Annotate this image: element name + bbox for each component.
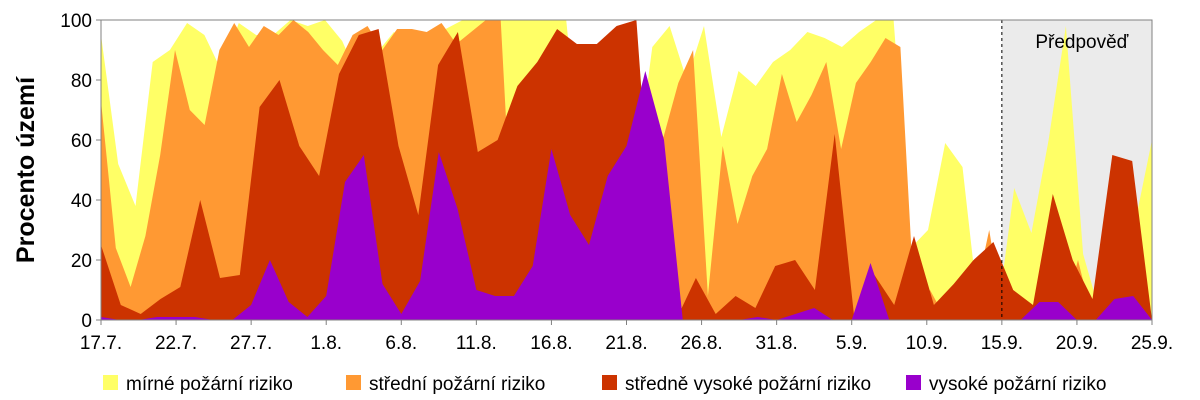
x-tick-label: 16.8. bbox=[530, 333, 572, 354]
y-tick-label: 0 bbox=[81, 311, 92, 332]
x-tick-label: 22.7. bbox=[155, 333, 197, 354]
legend-swatch-1 bbox=[103, 375, 118, 390]
legend: mírné požární riziko střední požární rizi… bbox=[103, 374, 1106, 395]
legend-swatch-3 bbox=[602, 375, 617, 390]
legend-label-4: vysoké požární riziko bbox=[929, 374, 1106, 395]
x-tick-label: 15.9. bbox=[981, 333, 1023, 354]
legend-swatch-2 bbox=[346, 375, 361, 390]
legend-label-3: středně vysoké požární riziko bbox=[625, 374, 871, 395]
y-tick-label: 20 bbox=[71, 251, 92, 272]
x-tick-label: 27.7. bbox=[230, 333, 272, 354]
x-tick-label: 21.8. bbox=[605, 333, 647, 354]
y-axis-title: Procento území bbox=[12, 76, 40, 263]
x-tick-label: 20.9. bbox=[1056, 333, 1098, 354]
legend-swatch-4 bbox=[906, 375, 921, 390]
x-tick-label: 10.9. bbox=[906, 333, 948, 354]
y-tick-label: 60 bbox=[71, 131, 92, 152]
legend-label-1: mírné požární riziko bbox=[126, 374, 293, 395]
x-tick-label: 26.8. bbox=[680, 333, 722, 354]
forecast-label: Předpověď bbox=[1035, 32, 1128, 53]
x-tick-label: 31.8. bbox=[756, 333, 798, 354]
x-tick-label: 6.8. bbox=[385, 333, 417, 354]
y-tick-label: 40 bbox=[71, 191, 92, 212]
x-tick-label: 1.8. bbox=[310, 333, 342, 354]
y-axis: 0 20 40 60 80 100 bbox=[60, 11, 101, 332]
y-tick-label: 100 bbox=[60, 11, 92, 32]
x-tick-label: 5.9. bbox=[836, 333, 868, 354]
x-axis: 17.7. 22.7. 27.7. 1.8. 6.8. 11.8. 16.8. 21.8. 26… bbox=[80, 320, 1173, 354]
x-tick-label: 17.7. bbox=[80, 333, 122, 354]
x-tick-label: 25.9. bbox=[1131, 333, 1173, 354]
x-tick-label: 11.8. bbox=[456, 333, 497, 354]
legend-label-2: střední požární riziko bbox=[369, 374, 545, 395]
area-series-4 bbox=[101, 71, 1152, 320]
y-tick-label: 80 bbox=[71, 71, 92, 92]
series-areas bbox=[101, 20, 1152, 320]
